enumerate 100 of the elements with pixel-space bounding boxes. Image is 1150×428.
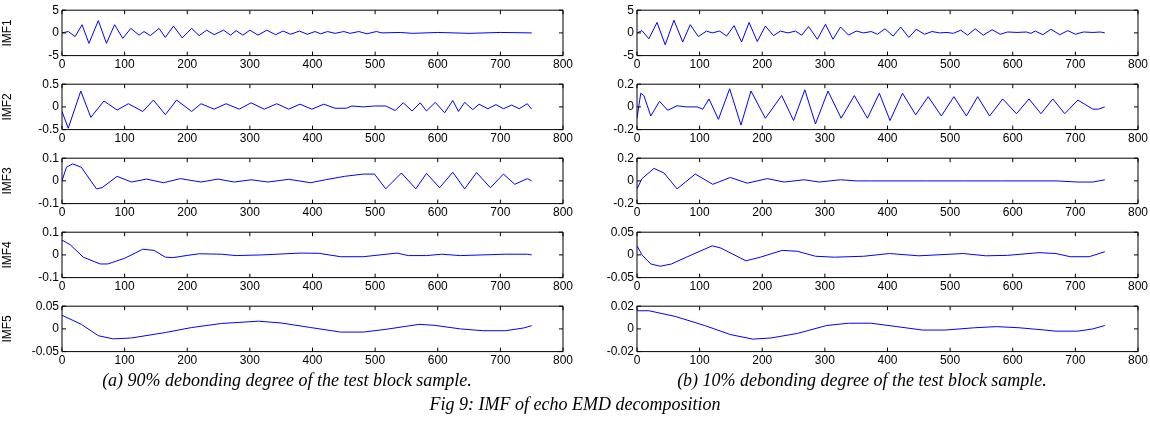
x-tick-label: 100 (689, 353, 710, 368)
x-tick-label: 500 (365, 57, 386, 72)
x-tick-label: 500 (940, 131, 961, 146)
y-tick-label: -5 (48, 47, 60, 62)
y-tick-label: -0.02 (606, 343, 635, 358)
x-tick-label: 200 (752, 57, 773, 72)
x-tick-label: 300 (814, 131, 836, 146)
x-tick-label: 300 (814, 205, 836, 220)
y-tick-label: 0.05 (35, 298, 60, 313)
x-tick-label: 200 (177, 279, 198, 294)
caption: Fig 9: IMF of echo EMD decomposition (429, 394, 721, 415)
x-tick-label: 800 (1127, 279, 1149, 294)
x-tick-label: 400 (302, 353, 323, 368)
x-tick-label: 500 (940, 279, 961, 294)
y-axis-title: IMF5 (0, 314, 14, 343)
x-tick-label: 600 (1002, 205, 1024, 220)
x-tick-label: 300 (239, 205, 261, 220)
x-tick-label: 200 (177, 57, 198, 72)
x-tick-label: 300 (239, 131, 261, 146)
x-tick-label: 700 (490, 57, 511, 72)
x-tick-label: 200 (752, 279, 773, 294)
x-tick-label: 500 (365, 131, 386, 146)
x-tick-label: 700 (1065, 353, 1086, 368)
y-tick-label: 0 (627, 99, 635, 114)
x-tick-label: 100 (689, 279, 710, 294)
y-tick-label: 5 (627, 2, 635, 17)
text: (b) 10% debonding degree of the test block sample. (677, 370, 1047, 391)
x-tick-label: 300 (239, 57, 261, 72)
x-tick-label: 400 (302, 131, 323, 146)
x-tick-label: 500 (365, 353, 386, 368)
x-tick-label: 800 (1127, 205, 1149, 220)
x-tick-label: 800 (552, 205, 574, 220)
x-tick-label: 500 (365, 205, 386, 220)
x-tick-label: 300 (814, 353, 836, 368)
y-tick-label: 0.2 (617, 150, 635, 165)
y-tick-label: 0 (52, 247, 60, 262)
x-tick-label: 300 (814, 279, 836, 294)
x-tick-label: 800 (552, 131, 574, 146)
x-tick-label: 800 (1127, 353, 1149, 368)
x-tick-label: 200 (752, 205, 773, 220)
x-tick-label: 700 (1065, 205, 1086, 220)
x-tick-label: 100 (114, 279, 135, 294)
x-tick-label: 700 (490, 131, 511, 146)
x-tick-label: 400 (877, 353, 898, 368)
y-tick-label: -0.5 (38, 121, 60, 136)
y-tick-label: 0.1 (42, 150, 60, 165)
x-tick-label: 100 (114, 205, 135, 220)
x-tick-label: 100 (114, 353, 135, 368)
x-tick-label: 600 (1002, 131, 1024, 146)
x-tick-label: 200 (752, 131, 773, 146)
x-tick-label: 500 (940, 205, 961, 220)
x-tick-label: 500 (940, 353, 961, 368)
y-tick-label: 0.1 (42, 224, 60, 239)
x-tick-label: 500 (940, 57, 961, 72)
x-tick-label: 700 (490, 279, 511, 294)
y-tick-label: 0.02 (610, 298, 635, 313)
x-tick-label: 800 (552, 353, 574, 368)
x-tick-label: 300 (239, 353, 261, 368)
x-tick-label: 400 (302, 57, 323, 72)
x-tick-label: 200 (177, 131, 198, 146)
x-tick-label: 400 (877, 57, 898, 72)
y-axis-title: IMF1 (0, 18, 14, 47)
x-tick-label: 600 (427, 279, 449, 294)
x-tick-label: 400 (877, 205, 898, 220)
x-tick-label: 800 (552, 57, 574, 72)
x-tick-label: 700 (1065, 57, 1086, 72)
x-tick-label: 600 (1002, 353, 1024, 368)
x-tick-label: 800 (552, 279, 574, 294)
y-tick-label: 0.5 (42, 76, 60, 91)
y-tick-label: 0 (627, 25, 635, 40)
y-tick-label: 0 (627, 247, 635, 262)
x-tick-label: 600 (427, 205, 449, 220)
y-tick-label: 0 (627, 321, 635, 336)
y-axis-title: IMF4 (0, 240, 14, 269)
x-tick-label: 700 (490, 353, 511, 368)
y-tick-label: -0.1 (38, 269, 60, 284)
x-tick-label: 800 (1127, 57, 1149, 72)
x-tick-label: 400 (877, 279, 898, 294)
y-tick-label: -5 (623, 47, 635, 62)
y-tick-label: -0.05 (31, 343, 60, 358)
y-axis-title: IMF2 (0, 92, 14, 121)
y-tick-label: -0.05 (606, 269, 635, 284)
y-axis-title: IMF3 (0, 166, 14, 195)
x-tick-label: 700 (1065, 279, 1086, 294)
x-tick-label: 600 (1002, 57, 1024, 72)
x-tick-label: 100 (689, 131, 710, 146)
x-tick-label: 200 (752, 353, 773, 368)
x-tick-label: 300 (814, 57, 836, 72)
y-tick-label: -0.2 (613, 121, 635, 136)
x-tick-label: 600 (427, 353, 449, 368)
x-tick-label: 100 (114, 57, 135, 72)
y-tick-label: 5 (52, 2, 60, 17)
y-tick-label: 0 (52, 321, 60, 336)
x-tick-label: 700 (490, 205, 511, 220)
x-tick-label: 400 (877, 131, 898, 146)
y-tick-label: -0.1 (38, 195, 60, 210)
y-tick-label: 0 (52, 25, 60, 40)
x-tick-label: 100 (689, 205, 710, 220)
text: (a) 90% debonding degree of the test block sample. (102, 370, 472, 391)
x-tick-label: 200 (177, 353, 198, 368)
